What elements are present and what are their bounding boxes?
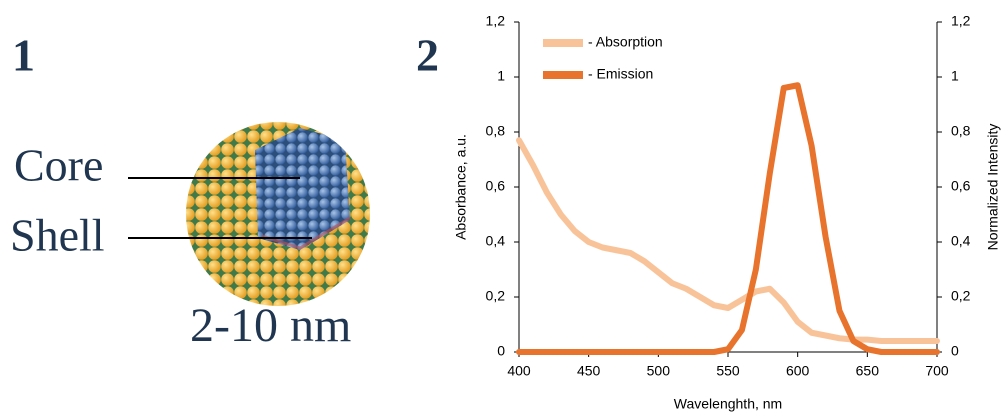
- series-line: [516, 82, 940, 355]
- quantum-dot-illustration: [128, 122, 370, 306]
- y-tick-label: 0,2: [486, 288, 506, 304]
- panel-label: 2: [416, 30, 439, 81]
- legend-label: - Absorption: [588, 34, 663, 50]
- y2-tick-label: 0,2: [951, 288, 971, 304]
- y-tick-label: 1: [497, 68, 505, 84]
- y-tick-label: 0,6: [486, 178, 506, 194]
- x-tick-label: 500: [647, 363, 671, 379]
- x-tick-label: 650: [856, 363, 880, 379]
- series-line: [516, 137, 940, 344]
- x-tick-label: 400: [507, 363, 531, 379]
- y-tick-label: 0,8: [486, 123, 506, 139]
- shell-label: Shell: [10, 210, 105, 261]
- x-tick-label: 550: [716, 363, 740, 379]
- x-tick-label: 600: [786, 363, 810, 379]
- legend-label: - Emission: [588, 66, 653, 82]
- x-tick-label: 700: [925, 363, 949, 379]
- core-label: Core: [14, 140, 103, 191]
- panel-label: 1: [12, 30, 35, 81]
- y-axis-label: Absorbance, a.u.: [453, 134, 469, 240]
- x-axis-label: Wavelenghth, nm: [674, 396, 782, 412]
- y2-tick-label: 0,6: [951, 178, 971, 194]
- y-tick-label: 1,2: [486, 13, 506, 29]
- y2-tick-label: 1: [951, 68, 959, 84]
- y2-tick-label: 0,4: [951, 233, 971, 249]
- y-tick-label: 0,4: [486, 233, 506, 249]
- size-label: 2-10 nm: [190, 299, 351, 352]
- y2-axis-label: Normalized Intensity: [985, 124, 1001, 251]
- y2-tick-label: 0,8: [951, 123, 971, 139]
- x-tick-label: 450: [577, 363, 601, 379]
- y-tick-label: 0: [497, 343, 505, 359]
- y2-tick-label: 1,2: [951, 13, 971, 29]
- y2-tick-label: 0: [951, 343, 959, 359]
